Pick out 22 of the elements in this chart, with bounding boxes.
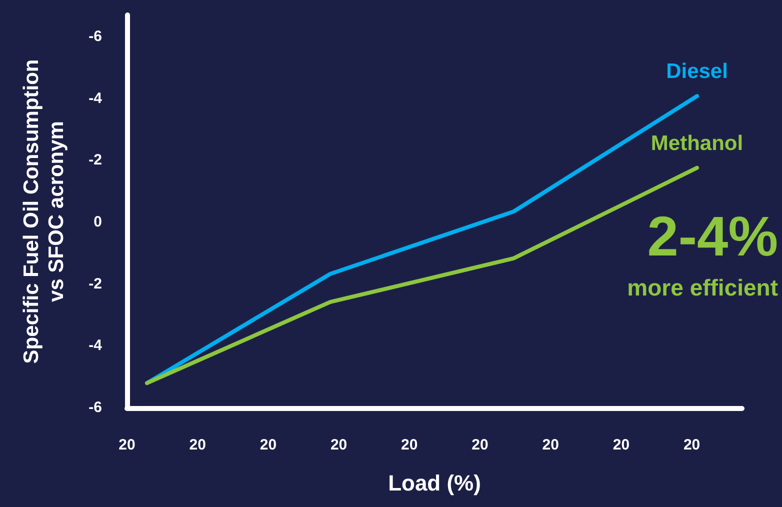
- text: 20: [401, 436, 418, 454]
- text: 0: [94, 214, 102, 230]
- text: -2: [88, 152, 102, 169]
- text: 20: [542, 436, 559, 454]
- text: 20: [118, 436, 136, 454]
- series-label: Diesel: [666, 60, 728, 84]
- x-axis-title: Load (%): [388, 470, 481, 496]
- text: -6: [88, 28, 102, 45]
- y-axis-title: Specific Fuel Oil Consumption vs SFOC acronym: [20, 59, 68, 364]
- series-label: Methanol: [650, 132, 744, 155]
- text: -4: [88, 337, 103, 354]
- text: -4: [88, 90, 103, 107]
- text: 20: [472, 436, 488, 454]
- text: 20: [189, 436, 206, 454]
- text: -2: [88, 275, 102, 292]
- text: 20: [612, 436, 630, 454]
- text: -6: [88, 399, 102, 416]
- annotation: 2-4%: [647, 204, 778, 268]
- text: 20: [330, 436, 348, 454]
- annotation: more efficient: [627, 274, 778, 300]
- text: 20: [260, 436, 277, 454]
- text: 20: [683, 436, 700, 454]
